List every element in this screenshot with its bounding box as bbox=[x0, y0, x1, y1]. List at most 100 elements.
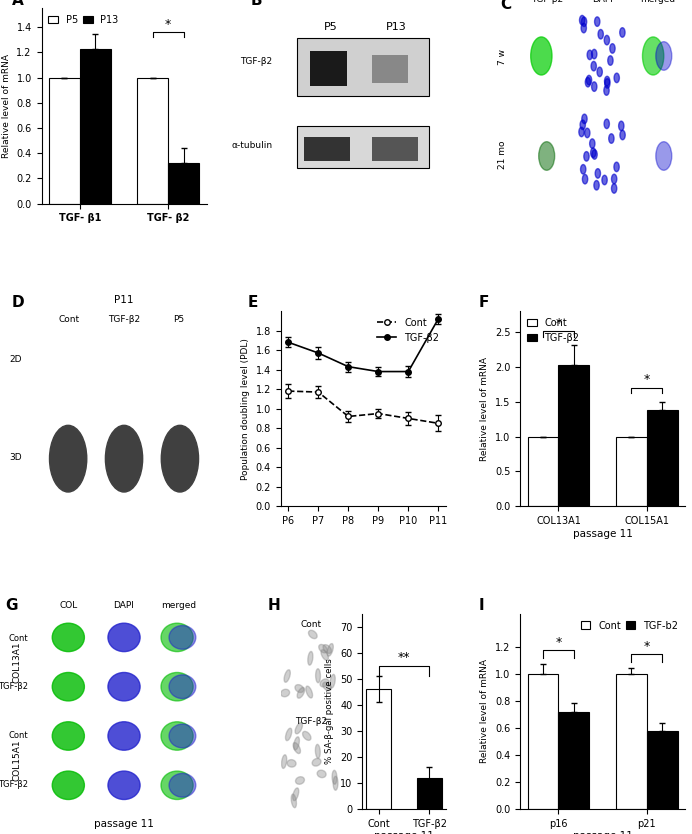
Ellipse shape bbox=[309, 631, 317, 639]
Y-axis label: Relative level of mRNA: Relative level of mRNA bbox=[480, 660, 489, 763]
Ellipse shape bbox=[293, 788, 299, 801]
Bar bbox=[616, 675, 647, 809]
Text: F: F bbox=[479, 295, 489, 310]
Circle shape bbox=[656, 42, 672, 70]
Circle shape bbox=[52, 672, 84, 701]
Circle shape bbox=[612, 174, 617, 183]
Circle shape bbox=[590, 138, 595, 148]
Circle shape bbox=[108, 721, 140, 751]
Text: 2D: 2D bbox=[9, 355, 21, 364]
Circle shape bbox=[52, 721, 84, 751]
Circle shape bbox=[597, 67, 602, 77]
Ellipse shape bbox=[281, 689, 290, 696]
Ellipse shape bbox=[330, 675, 335, 688]
Circle shape bbox=[582, 114, 587, 123]
Bar bbox=[304, 138, 350, 161]
Text: P13: P13 bbox=[386, 22, 407, 32]
Text: 21 mo: 21 mo bbox=[498, 141, 507, 169]
Circle shape bbox=[581, 23, 586, 33]
Circle shape bbox=[592, 149, 597, 159]
Circle shape bbox=[604, 35, 610, 45]
Circle shape bbox=[610, 43, 615, 53]
Circle shape bbox=[108, 623, 140, 651]
Legend: P5, P13: P5, P13 bbox=[46, 13, 120, 27]
Text: G: G bbox=[6, 598, 18, 613]
Circle shape bbox=[161, 771, 193, 800]
Circle shape bbox=[620, 130, 626, 140]
Circle shape bbox=[169, 675, 196, 699]
Circle shape bbox=[656, 142, 672, 170]
Circle shape bbox=[590, 148, 596, 158]
Bar bbox=[137, 78, 168, 203]
Legend: Cont, TGF-β2: Cont, TGF-β2 bbox=[375, 316, 441, 344]
Ellipse shape bbox=[306, 686, 313, 698]
Bar bbox=[80, 48, 111, 203]
Circle shape bbox=[587, 50, 592, 60]
Ellipse shape bbox=[297, 687, 304, 698]
Circle shape bbox=[161, 672, 193, 701]
Circle shape bbox=[584, 152, 589, 161]
Y-axis label: Relative level of mRNA: Relative level of mRNA bbox=[2, 54, 11, 158]
Circle shape bbox=[161, 721, 193, 751]
Text: *: * bbox=[555, 636, 562, 649]
Circle shape bbox=[592, 49, 597, 59]
Y-axis label: % SA-β-gal positive cells: % SA-β-gal positive cells bbox=[325, 659, 334, 764]
Ellipse shape bbox=[316, 745, 320, 758]
Circle shape bbox=[581, 164, 586, 174]
Ellipse shape bbox=[295, 685, 304, 692]
Text: TGF-β2: TGF-β2 bbox=[0, 682, 28, 691]
Text: P5: P5 bbox=[323, 22, 337, 32]
Circle shape bbox=[598, 29, 603, 39]
Bar bbox=[417, 778, 442, 809]
Text: 3D: 3D bbox=[9, 453, 21, 462]
Circle shape bbox=[594, 180, 599, 190]
Circle shape bbox=[604, 86, 609, 95]
Circle shape bbox=[579, 128, 584, 137]
Bar bbox=[311, 52, 347, 87]
Circle shape bbox=[595, 168, 601, 178]
Ellipse shape bbox=[316, 669, 320, 683]
Ellipse shape bbox=[320, 679, 329, 687]
Text: Cont: Cont bbox=[9, 731, 28, 741]
Ellipse shape bbox=[293, 736, 300, 750]
Circle shape bbox=[579, 15, 585, 25]
Ellipse shape bbox=[302, 731, 311, 741]
Ellipse shape bbox=[287, 760, 296, 767]
Bar bbox=[366, 689, 391, 809]
Ellipse shape bbox=[295, 776, 304, 784]
Circle shape bbox=[620, 28, 625, 38]
Circle shape bbox=[592, 82, 597, 92]
Ellipse shape bbox=[317, 770, 326, 777]
Circle shape bbox=[585, 128, 590, 138]
Circle shape bbox=[604, 119, 610, 128]
Text: 7 w: 7 w bbox=[498, 49, 507, 65]
Ellipse shape bbox=[308, 651, 313, 666]
Text: TGF-β2: TGF-β2 bbox=[108, 315, 140, 324]
Ellipse shape bbox=[291, 794, 296, 807]
Text: DAPI: DAPI bbox=[113, 600, 134, 610]
Circle shape bbox=[52, 771, 84, 800]
Text: *: * bbox=[644, 640, 650, 653]
Bar bbox=[527, 436, 558, 506]
Circle shape bbox=[581, 17, 587, 27]
X-axis label: passage 11: passage 11 bbox=[573, 831, 632, 834]
Text: I: I bbox=[479, 598, 484, 613]
Ellipse shape bbox=[295, 723, 302, 734]
Circle shape bbox=[108, 771, 140, 800]
Text: Cont: Cont bbox=[9, 634, 28, 643]
Circle shape bbox=[605, 77, 610, 86]
Text: TGF-β2: TGF-β2 bbox=[531, 0, 563, 4]
Ellipse shape bbox=[293, 742, 300, 754]
Text: C: C bbox=[500, 0, 511, 12]
Legend: Cont, TGF-β2: Cont, TGF-β2 bbox=[525, 316, 581, 344]
Circle shape bbox=[161, 425, 199, 492]
Ellipse shape bbox=[322, 682, 331, 691]
Circle shape bbox=[594, 17, 600, 27]
Text: B: B bbox=[251, 0, 263, 8]
Bar bbox=[168, 163, 199, 203]
Text: Cont: Cont bbox=[300, 620, 321, 629]
Ellipse shape bbox=[321, 650, 329, 661]
Text: TGF-β2: TGF-β2 bbox=[240, 57, 273, 66]
Circle shape bbox=[538, 142, 555, 170]
Circle shape bbox=[612, 183, 617, 193]
